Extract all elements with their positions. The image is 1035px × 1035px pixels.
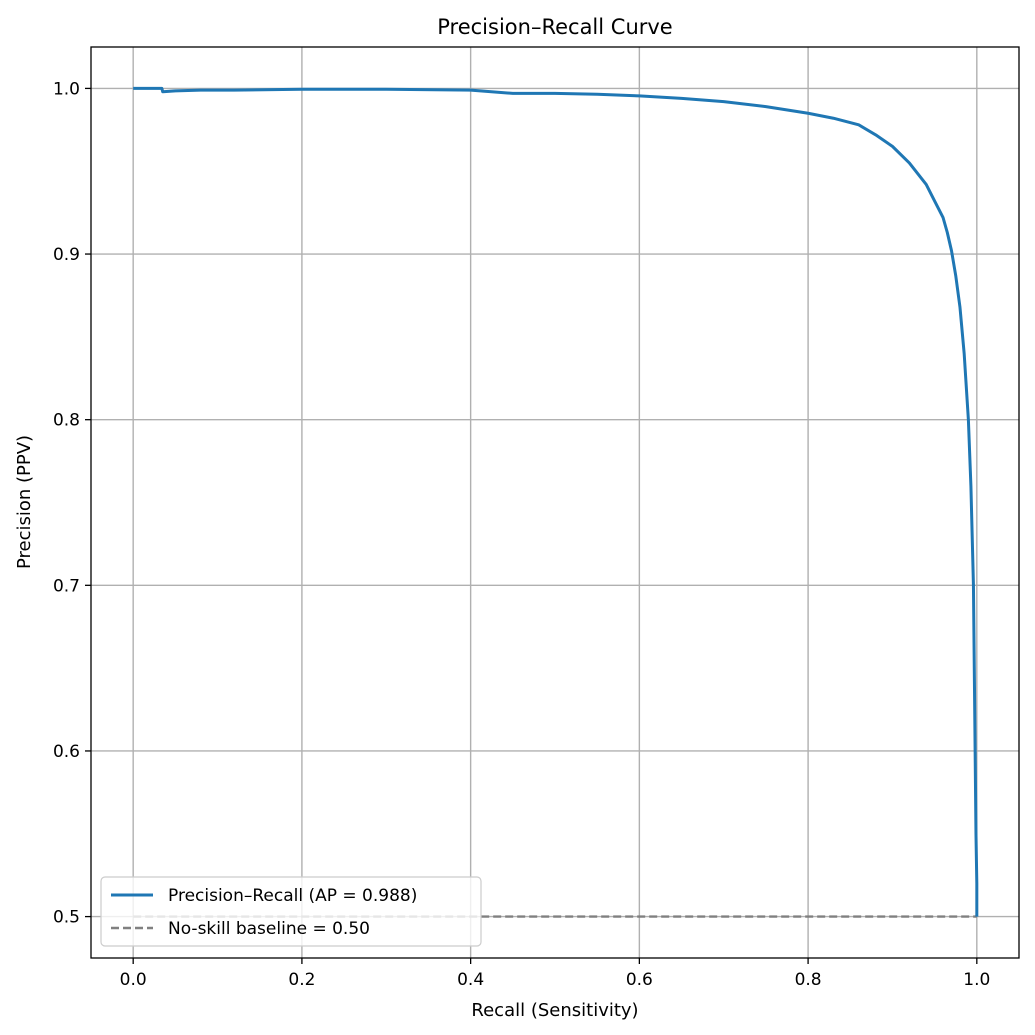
y-tick-label: 0.6 — [53, 742, 80, 762]
x-tick-label: 1.0 — [963, 970, 990, 990]
x-axis-label: Recall (Sensitivity) — [471, 1000, 638, 1021]
y-tick-label: 1.0 — [53, 79, 80, 99]
x-tick-label: 0.4 — [457, 970, 484, 990]
axis-ticks: 0.0 0.2 0.4 0.6 0.8 1.0 0.5 0.6 0.7 0.8 0.9 1.0 — [53, 79, 990, 990]
legend-label-baseline: No-skill baseline = 0.50 — [168, 919, 370, 939]
y-axis-label: Precision (PPV) — [14, 435, 35, 569]
chart-title: Precision–Recall Curve — [437, 15, 672, 39]
grid-lines — [91, 47, 1019, 958]
legend: Precision–Recall (AP = 0.988) No-skill b… — [100, 876, 482, 947]
x-tick-label: 0.8 — [795, 970, 822, 990]
y-tick-label: 0.5 — [53, 908, 80, 928]
legend-label-pr: Precision–Recall (AP = 0.988) — [168, 886, 417, 906]
y-tick-label: 0.8 — [53, 411, 80, 431]
x-tick-label: 0.6 — [626, 970, 653, 990]
plot-frame — [90, 46, 1020, 959]
y-tick-label: 0.9 — [53, 245, 80, 265]
legend-box — [100, 876, 482, 947]
precision-recall-line — [133, 86, 979, 917]
y-tick-label: 0.7 — [53, 576, 80, 596]
series-layer — [133, 86, 979, 918]
x-tick-label: 0.2 — [288, 970, 315, 990]
x-tick-label: 0.0 — [120, 970, 147, 990]
